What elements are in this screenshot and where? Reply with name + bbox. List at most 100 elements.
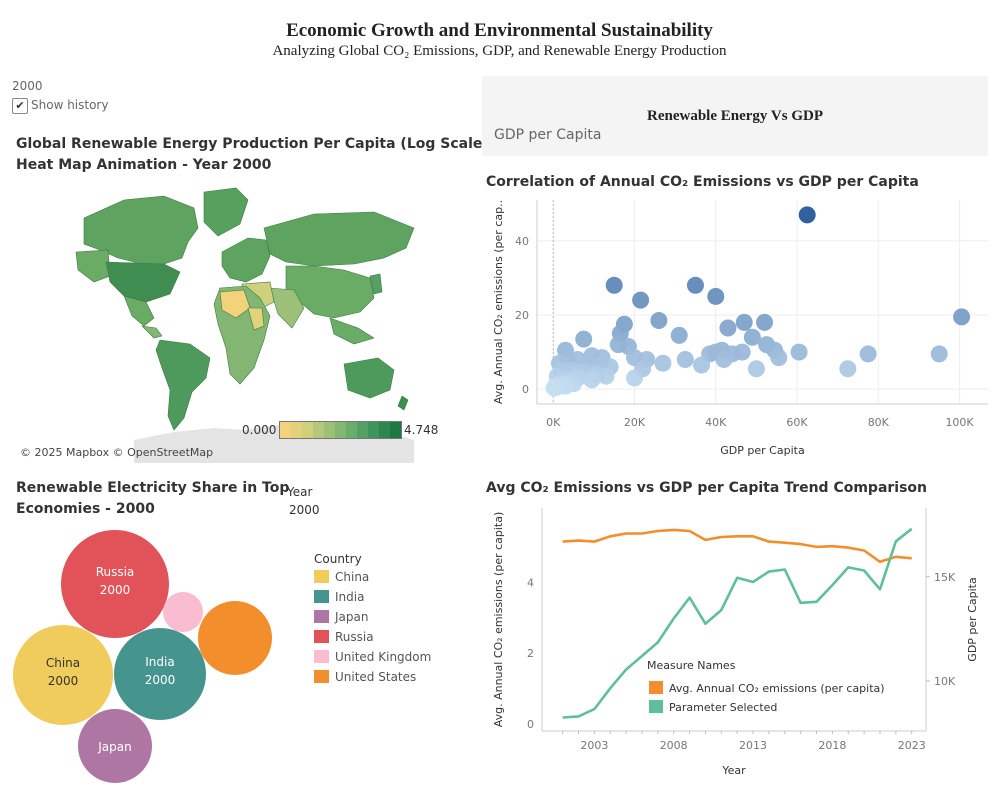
bubble-year-value: 2000 [289,503,320,517]
bubble-chart[interactable]: Russia 2000 China 2000 India 2000 Japan [0,520,300,799]
central-america-region[interactable] [141,325,163,339]
map-legend-swatch [302,422,313,438]
india-region[interactable] [269,287,305,329]
russia-region[interactable] [263,211,415,267]
legend-swatch [314,670,329,683]
parameter-value[interactable]: GDP per Capita [494,127,602,143]
country-legend-item[interactable]: China [314,570,431,590]
legend-swatch [649,681,663,694]
country-legend-item[interactable]: Japan [314,610,431,630]
country-legend-item[interactable]: United States [314,670,431,690]
scatter-point [839,360,857,378]
north-africa-region[interactable] [219,289,251,319]
checkbox-checked-icon[interactable]: ✔ [12,98,28,114]
southeast-asia-region[interactable] [329,317,375,345]
scatter-point [953,308,971,326]
scatter-point [747,360,765,378]
scatter-point [930,345,948,363]
mexico-region[interactable] [123,295,155,327]
legend-swatch [314,570,329,583]
bubble-united-kingdom [163,592,203,632]
scatter-point [798,206,816,224]
bubble-japan [78,709,152,783]
scatter-point [654,354,672,372]
scatter-point [626,369,644,387]
scatter-point [743,328,761,346]
map-legend-swatch [280,422,291,438]
map-title-line1: Global Renewable Energy Production Per C… [16,136,500,152]
bubble-russia [61,530,169,638]
south-america-region[interactable] [155,339,211,431]
australia-region[interactable] [343,357,395,399]
scatter-point [583,371,601,389]
y-tick-label: 0 [522,383,529,396]
x-tick-label: 100K [945,416,974,429]
scatter-point [676,350,694,368]
legend-label: Russia [335,630,374,644]
legend-label: India [335,590,365,604]
x-tick-label: 2018 [818,739,846,752]
japan-region[interactable] [369,273,383,295]
bubble-label: Japan [97,740,131,754]
map-title-line2: Heat Map Animation - Year 2000 [16,157,272,173]
scatter-point [770,349,788,367]
scatter-point [790,343,808,361]
legend-swatch [314,630,329,643]
x-axis-title: GDP per Capita [720,444,804,457]
country-legend: Country China India Japan Russia United King… [314,552,431,690]
alaska-region[interactable] [75,249,111,283]
map-legend-swatch [313,422,324,438]
scatter-point [715,350,733,368]
scatter-point [670,326,688,344]
greenland-region[interactable] [203,187,249,237]
map-legend-swatch [357,422,368,438]
map-legend-swatch [379,422,390,438]
line-legend-title: Measure Names [647,659,736,672]
scatter-chart[interactable]: 0 20 40 0K 20K 40K 60K 80K 100K GDP per Capita Avg… [482,190,992,462]
bubble-united-states [198,601,272,675]
scatter-point [719,319,737,337]
trend-line-chart[interactable]: 0 2 4 10K 15K 2003 2008 2013 2018 2023 Year Avg. An… [482,498,999,799]
map-legend-min: 0.000 [242,423,277,437]
scatter-point [686,276,704,294]
bubble-label: India [145,655,174,669]
scatter-point [545,379,563,397]
country-legend-title: Country [314,552,362,566]
usa-region[interactable] [105,261,181,303]
right-tick-label: 10K [934,675,956,688]
x-tick-label: 0K [546,416,561,429]
east-africa-region[interactable] [247,307,265,331]
left-axis-title: Avg. Annual CO₂ emissions (per capita) [492,512,505,728]
scatter-point [707,287,725,305]
map-legend-swatch [335,422,346,438]
legend-swatch [314,610,329,623]
europe-region[interactable] [221,237,271,283]
new-zealand-region[interactable] [397,395,409,411]
country-legend-item[interactable]: India [314,590,431,610]
country-legend-item[interactable]: Russia [314,630,431,650]
legend-label: China [335,570,370,584]
y-axis-title: Avg. Annual CO₂ emissions (per cap.. [492,200,505,404]
scatter-point [597,367,615,385]
x-tick-label: 2023 [898,739,926,752]
left-tick-label: 0 [527,718,534,731]
left-tick-label: 2 [527,647,534,660]
country-legend-item[interactable]: United Kingdom [314,650,431,670]
canada-region[interactable] [83,195,199,265]
map-attribution[interactable]: © 2025 Mapbox © OpenStreetMap [20,446,214,459]
parameter-panel[interactable]: Renewable Energy Vs GDP GDP per Capita [482,76,988,156]
line-legend: Measure Names Avg. Annual CO₂ emissions (… [647,659,885,714]
world-heat-map[interactable] [14,178,464,463]
bubble-india [114,628,206,720]
legend-swatch [649,700,663,713]
map-legend-max: 4.748 [404,423,439,437]
y-tick-label: 40 [515,235,529,248]
bubble-title-line2: Economies - 2000 [16,501,155,517]
scatter-point [575,330,593,348]
scatter-point [693,356,711,374]
legend-label: Parameter Selected [669,701,777,714]
x-tick-label: 80K [868,416,890,429]
bubble-year-label: 2000 [145,673,176,687]
show-history-toggle[interactable]: ✔ Show history [12,98,108,114]
legend-swatch [314,650,329,663]
